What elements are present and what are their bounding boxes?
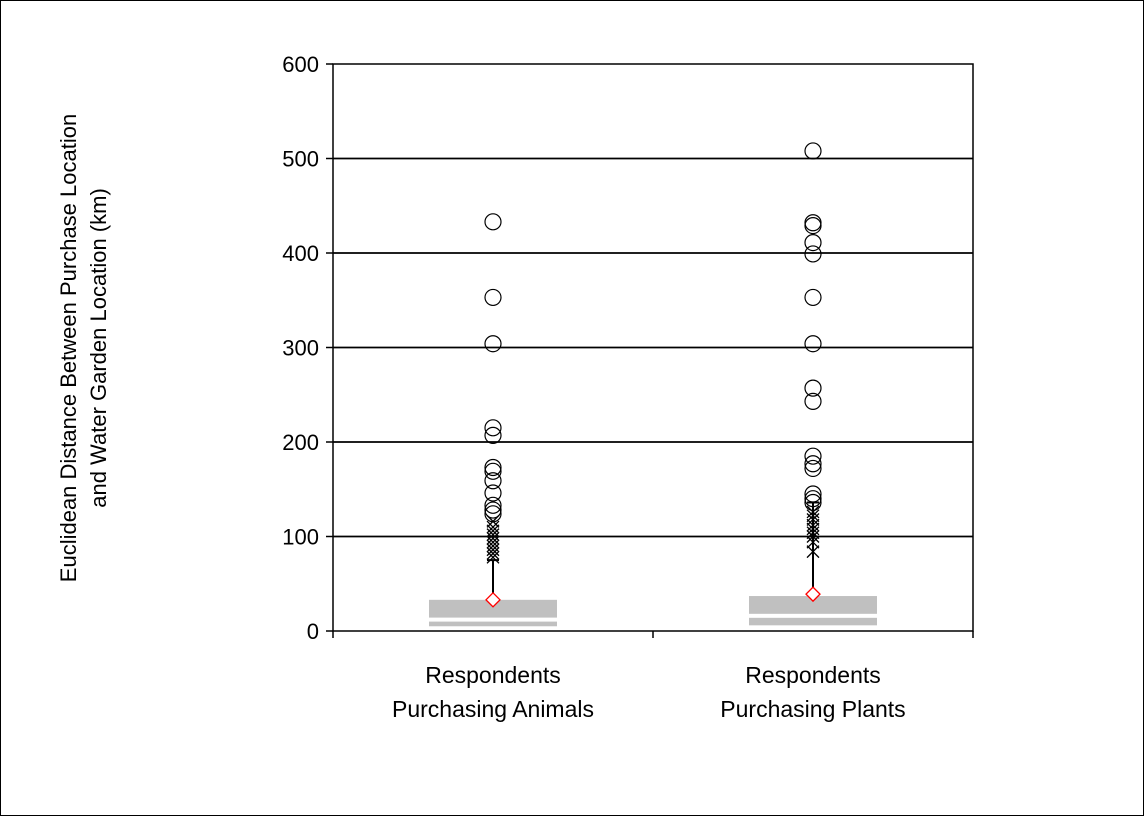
box-lower: [429, 621, 557, 627]
y-tick-label: 0: [307, 619, 319, 644]
outlier-point: [484, 496, 502, 514]
extreme-marker: [806, 522, 820, 536]
y-tick-label: 500: [282, 147, 319, 172]
outlier-point: [484, 335, 502, 353]
y-axis-title-line: Euclidean Distance Between Purchase Loca…: [56, 114, 81, 582]
outlier-point: [484, 458, 502, 477]
extreme-marker: [806, 545, 820, 559]
box-lower: [749, 617, 877, 626]
extreme-marker: [806, 518, 820, 532]
outlier-point: [804, 392, 822, 410]
outlier-point: [804, 245, 822, 263]
outlier-point: [804, 288, 822, 307]
category-label-line2: Purchasing Animals: [392, 696, 594, 722]
y-tick-label: 400: [282, 241, 319, 266]
y-axis-title-line: and Water Garden Location (km): [86, 188, 111, 508]
outlier-point: [804, 459, 822, 478]
extreme-marker: [486, 524, 500, 538]
y-tick-label: 100: [282, 525, 319, 550]
extreme-marker: [806, 509, 820, 523]
outlier-point: [484, 426, 502, 444]
outlier-point: [484, 288, 502, 307]
outlier-point: [484, 419, 502, 437]
mean-marker: [485, 591, 501, 608]
outlier-point: [484, 213, 502, 231]
outlier-point: [804, 234, 822, 252]
category-label-line1: Respondents: [425, 662, 561, 688]
y-axis-title: Euclidean Distance Between Purchase Loca…: [56, 114, 111, 582]
extreme-marker: [806, 535, 820, 549]
outlier-point: [484, 501, 502, 519]
outlier-point: [804, 335, 822, 353]
outlier-point: [804, 490, 822, 508]
outlier-point: [804, 455, 822, 473]
y-tick-label: 600: [282, 52, 319, 77]
outlier-point: [484, 472, 502, 490]
mean-marker: [805, 586, 821, 603]
y-tick-label: 200: [282, 430, 319, 455]
outlier-point: [804, 493, 822, 512]
outlier-point: [484, 462, 502, 480]
outlier-point: [804, 485, 822, 503]
outlier-point: [804, 447, 822, 465]
outlier-point: [804, 142, 822, 160]
box-upper: [749, 596, 877, 614]
outlier-point: [484, 484, 502, 502]
extreme-marker: [486, 520, 500, 534]
category-label-line1: Respondents: [745, 662, 881, 688]
box-upper: [429, 599, 557, 618]
y-tick-label: 300: [282, 336, 319, 361]
outlier-point: [804, 216, 822, 235]
outlier-point: [484, 505, 502, 523]
extreme-marker: [806, 505, 820, 519]
category-label-line2: Purchasing Plants: [720, 696, 905, 722]
outlier-point: [804, 379, 822, 397]
